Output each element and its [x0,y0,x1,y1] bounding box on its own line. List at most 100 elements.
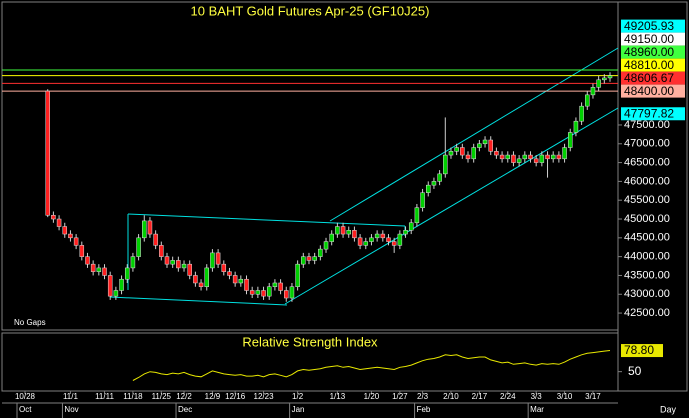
level-label-box [621,58,685,72]
candle-body [249,290,255,295]
candle-body [403,230,408,235]
x-tick-label: 3/3 [531,392,543,401]
candle-body [431,181,437,186]
rsi-title: Relative Strength Index [242,334,378,349]
candle-body [210,252,215,269]
y-tick-label: 47000.00 [624,138,670,150]
x-tick-label: 12/16 [225,392,246,401]
candle-body [471,147,476,160]
level-label: 47797.82 [624,106,674,120]
level-label-box [621,32,685,46]
candle-body [261,290,266,297]
candle-body [448,151,454,156]
candle-body [363,241,369,246]
candle-body [284,290,289,299]
x-tick-label: 2/17 [472,392,488,401]
candle-body [494,151,499,156]
candle-body [164,256,170,265]
candle-body [408,222,414,231]
x-tick-label: 2/24 [500,392,516,401]
candle-body [335,226,340,235]
month-label: Nov [64,405,78,414]
rsi-tick-label: 50 [628,364,642,378]
x-tick-label: 2/3 [417,392,429,401]
y-tick-label: 47500.00 [624,119,670,131]
y-tick-label: 44500.00 [624,232,670,244]
candle-body [255,290,261,295]
x-tick-label: 12/2 [176,392,192,401]
candle-body [357,237,363,246]
candle-body [193,275,198,284]
candle-body [346,230,351,235]
candle-body [590,87,596,96]
candle-body [227,271,232,276]
candle-body [56,218,62,227]
candle-body [596,79,601,88]
y-tick-label: 45000.00 [624,213,670,225]
x-tick-label: 1/13 [330,392,346,401]
candle-body [522,154,528,160]
candle-body [176,260,181,269]
x-tick-label: 10/28 [15,392,36,401]
x-tick-label: 1/20 [364,392,380,401]
candle-body [477,143,482,148]
trend-line [284,107,619,305]
candle-body [516,158,522,163]
candle-body [437,173,442,182]
candle-body [68,233,73,239]
candle-body [539,154,545,163]
x-tick-label: 12/23 [254,392,275,401]
month-label: Dec [178,405,192,414]
candle-body [170,260,175,265]
candle-body [45,90,50,216]
candle-body [187,263,192,276]
candle-body [391,241,397,246]
candle-body [159,245,164,257]
candle-body [329,233,334,242]
rsi-last-box [621,344,663,358]
candle-body [380,233,386,239]
candle-body [556,154,562,160]
y-tick-label: 44000.00 [624,251,670,263]
candle-body [198,282,204,287]
candle-body [579,105,584,122]
candle-body [545,154,550,160]
level-label: 48400.00 [624,84,674,98]
candle-body [204,267,209,287]
x-unit: Day [660,404,677,414]
candle-body [79,245,85,257]
candle-body [272,282,278,287]
candle-body [306,256,312,261]
level-label: 48606.67 [624,71,674,85]
axis-panel [617,1,688,392]
candle-body [420,192,425,208]
candle-body [221,263,227,272]
candle-body [369,237,374,242]
candle-body [585,94,590,107]
candle-body [244,278,249,291]
candle-body [102,267,107,276]
month-label: Oct [19,405,32,414]
y-tick-label: 43000.00 [624,288,670,300]
x-tick-label: 11/18 [123,392,143,401]
level-label: 49205.93 [624,19,674,33]
trend-line [329,47,619,222]
candle-body [414,207,420,224]
candle-body [443,154,448,175]
candle-body [119,278,124,291]
candle-body [51,215,56,220]
rsi-last-label: 78.80 [624,343,654,357]
candle-body [153,233,158,246]
candle-body [136,237,141,257]
trend-line [109,296,288,306]
candle-body [607,75,613,79]
candle-body [215,252,221,265]
candle-body [499,154,505,160]
candle-body [96,267,102,272]
candle-body [107,275,113,297]
x-tick-label: 3/17 [585,392,601,401]
y-tick-label: 46500.00 [624,156,670,168]
candle-body [340,226,346,235]
candle-body [426,184,431,193]
candle-body [312,256,317,261]
